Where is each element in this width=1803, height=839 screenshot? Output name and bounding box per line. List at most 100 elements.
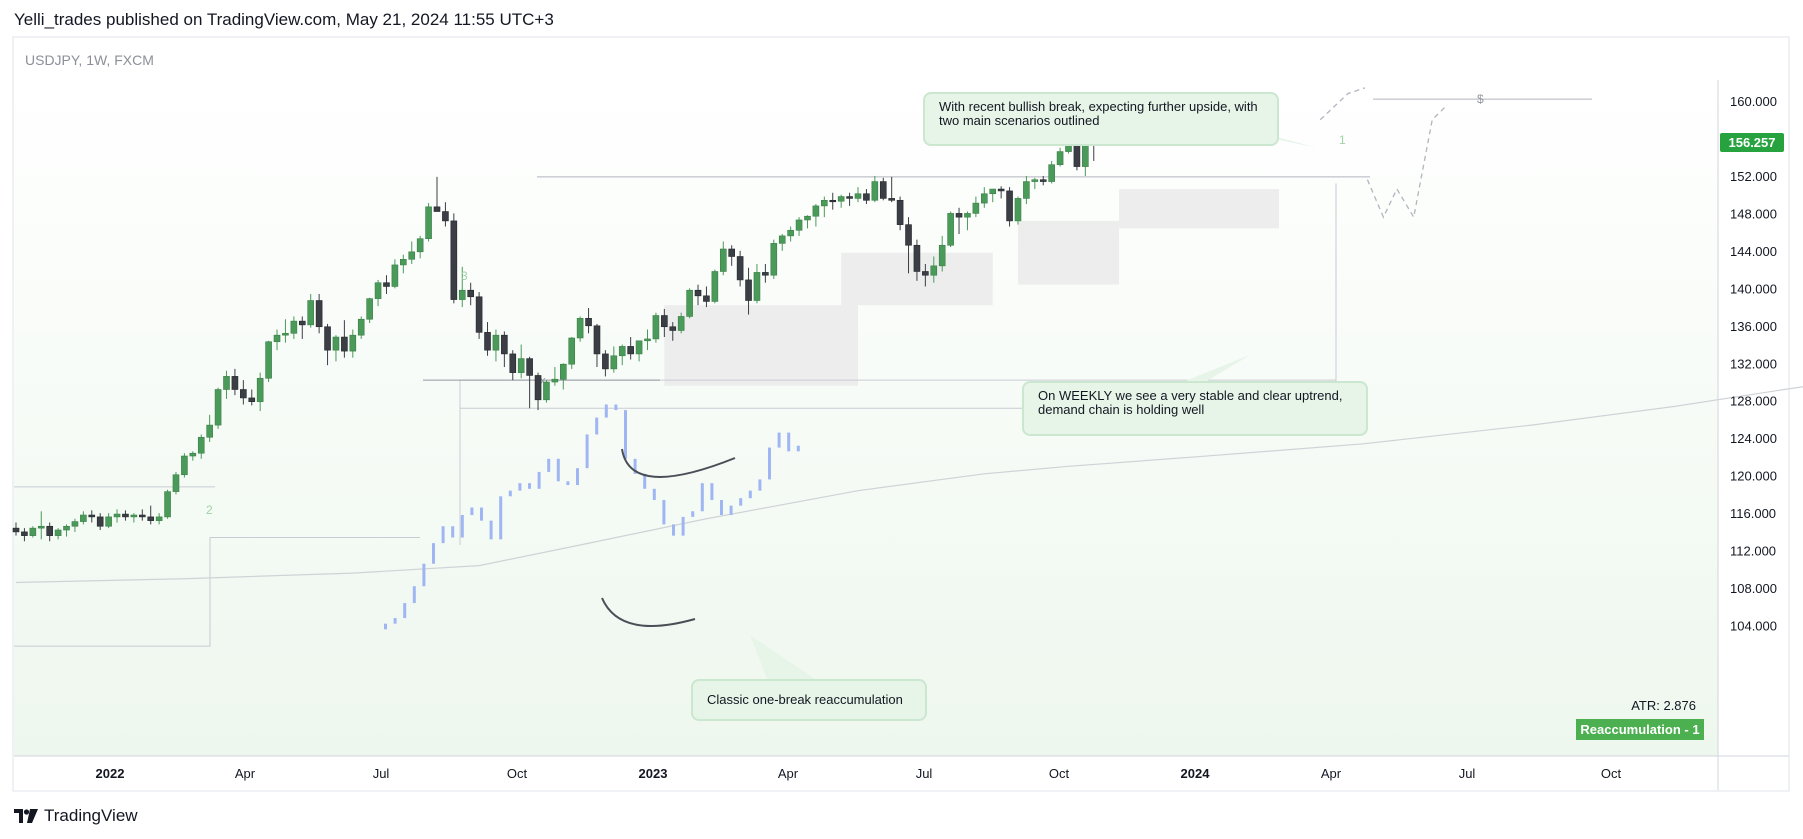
candle-body — [256, 377, 264, 402]
candle-body — [610, 355, 618, 370]
candle-body — [644, 338, 651, 342]
overlay-bar — [441, 526, 445, 544]
reaccumulation-badge[interactable]: Reaccumulation - 1 — [1576, 719, 1704, 740]
x-tick-label: Jul — [373, 766, 390, 781]
callout-tail-weekly — [1180, 355, 1250, 385]
publish-header: Yelli_trades published on TradingView.co… — [14, 10, 554, 29]
candle-body — [905, 224, 912, 246]
candle-body — [71, 521, 79, 527]
candle-body — [265, 341, 272, 379]
demand-zone-3 — [1017, 220, 1120, 285]
candle-body — [526, 358, 533, 376]
overlay-bar — [739, 498, 743, 506]
candle-body — [290, 320, 298, 334]
candle-body — [450, 220, 458, 300]
candle-body — [837, 196, 845, 202]
x-tick-label: Oct — [1049, 766, 1070, 781]
candle-body — [585, 318, 592, 327]
y-tick-label: 128.000 — [1730, 394, 1777, 409]
candle-body — [896, 199, 904, 225]
candle-body — [349, 334, 357, 352]
overlay-bar — [710, 483, 714, 501]
candle-body — [938, 244, 946, 267]
y-tick-label: 108.000 — [1730, 581, 1777, 596]
candle-body — [568, 337, 576, 365]
overlay-bar — [787, 432, 791, 452]
candle-body — [745, 279, 752, 301]
overlay-bar — [508, 490, 512, 497]
symbol-label[interactable]: USDJPY, 1W, FXCM — [25, 52, 154, 68]
candle-body — [416, 238, 424, 253]
candle-body — [282, 333, 289, 336]
overlay-bar — [403, 603, 407, 619]
candle-body — [63, 525, 70, 531]
x-tick-label: Jul — [916, 766, 933, 781]
candle-body — [189, 452, 197, 457]
x-tick-label: Apr — [235, 766, 256, 781]
candle-body — [753, 272, 761, 301]
candle-body — [618, 346, 626, 357]
candle-body — [391, 264, 399, 287]
y-tick-label: 144.000 — [1730, 244, 1777, 259]
overlay-bar — [624, 410, 627, 459]
overlay-bar — [460, 515, 464, 538]
candle-body — [88, 514, 96, 518]
callout-bullish-break[interactable]: With recent bullish break, expecting fur… — [923, 92, 1279, 146]
time-axis[interactable]: 2022 Apr Jul Oct 2023 Apr Jul Oct 2024 Apr Jul Oct — [96, 766, 1622, 781]
moving-average-line — [15, 386, 1803, 584]
candle-body — [341, 336, 348, 352]
overlay-bar — [489, 520, 493, 540]
scenario-path-2 — [1366, 104, 1448, 219]
candle-body — [576, 318, 584, 339]
overlay-bar — [777, 432, 781, 448]
candle-body — [332, 336, 340, 351]
overlay-bar — [547, 458, 551, 472]
candle-body — [492, 334, 500, 351]
candle-body — [543, 381, 550, 401]
candle-body — [408, 251, 416, 260]
tradingview-logo[interactable]: TradingView — [14, 806, 138, 826]
wave-label-2: 2 — [206, 503, 213, 517]
overlay-bar — [432, 543, 435, 564]
plot-background — [14, 80, 1718, 756]
candle-body — [80, 514, 87, 522]
candle-body — [1039, 179, 1047, 182]
overlay-bar — [700, 483, 704, 512]
overlay-bar — [643, 473, 647, 489]
candlestick-series — [12, 99, 1106, 542]
candle-body — [627, 346, 634, 355]
scenario-path-1 — [1319, 87, 1366, 121]
demand-zone-4 — [1119, 189, 1279, 229]
callout-reaccumulation[interactable]: Classic one-break reaccumulation — [691, 679, 927, 721]
price-axis[interactable]: 104.000 108.000 112.000 116.000 120.000 124.0… — [1730, 94, 1777, 634]
callout-tail-classic — [750, 635, 818, 681]
y-tick-label: 104.000 — [1730, 619, 1777, 634]
x-tick-label: 2024 — [1181, 766, 1211, 781]
callout-weekly-uptrend[interactable]: On WEEKLY we see a very stable and clear… — [1022, 381, 1368, 436]
candle-body — [787, 229, 794, 237]
candle-body — [795, 219, 803, 231]
wave-label-1: 1 — [1339, 133, 1346, 147]
candle-body — [374, 282, 382, 299]
candle-body — [357, 318, 365, 336]
candle-body — [703, 295, 710, 302]
candle-body — [879, 181, 887, 199]
candle-body — [972, 202, 980, 214]
overlay-bar — [576, 468, 579, 486]
candle-body — [997, 188, 1005, 192]
candle-body — [517, 358, 525, 373]
candle-body — [551, 378, 559, 383]
overlay-bar — [537, 471, 541, 489]
candle-body — [534, 375, 542, 401]
candle-body — [677, 316, 685, 331]
candle-body — [711, 271, 719, 302]
candle-body — [442, 211, 449, 222]
candle-body — [930, 265, 938, 276]
candle-body — [593, 325, 601, 355]
candle-body — [484, 332, 491, 351]
candle-body — [1056, 151, 1064, 165]
candle-body — [46, 525, 53, 536]
y-tick-label: 132.000 — [1730, 356, 1777, 371]
candle-body — [122, 513, 129, 518]
candle-body — [130, 514, 138, 518]
